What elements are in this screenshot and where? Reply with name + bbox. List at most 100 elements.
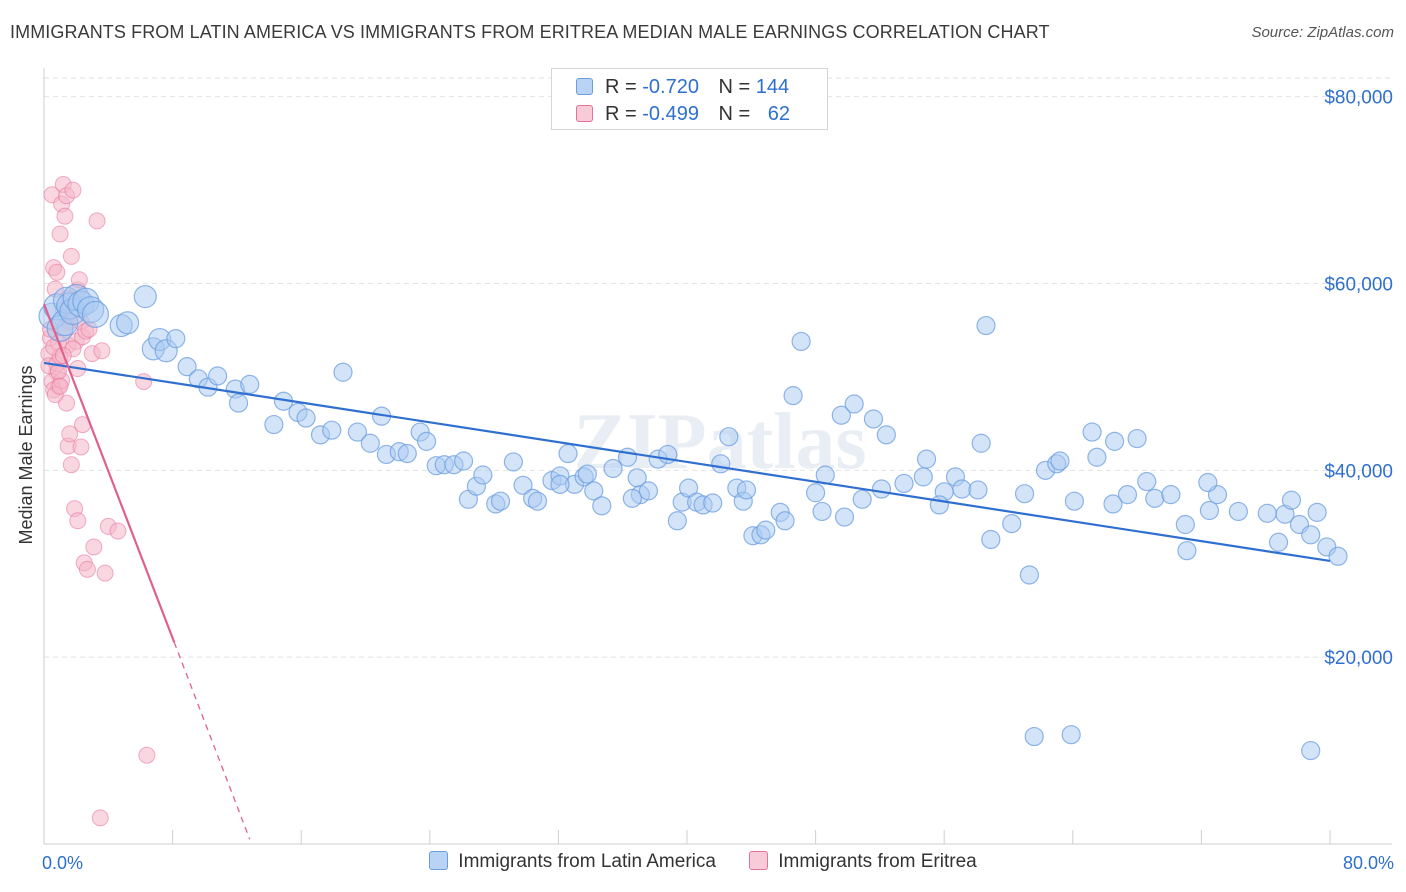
data-point-latin-america [453, 451, 474, 471]
data-point-latin-america [115, 311, 140, 335]
data-point-latin-america [812, 501, 832, 522]
data-point-latin-america [1014, 484, 1035, 504]
data-point-latin-america [913, 467, 933, 487]
data-point-latin-america [1268, 532, 1289, 552]
data-point-latin-america [1061, 725, 1081, 745]
data-point-latin-america [638, 481, 659, 501]
data-point-latin-america [871, 479, 892, 499]
data-point-eritrea [91, 809, 109, 827]
data-point-latin-america [1137, 471, 1157, 492]
data-point-latin-america [347, 422, 368, 442]
data-point-latin-america [603, 458, 623, 479]
data-point-latin-america [805, 483, 826, 503]
data-point-latin-america [876, 425, 896, 445]
trend-line-eritrea [42, 303, 176, 643]
data-point-latin-america [527, 491, 548, 511]
data-point-latin-america [916, 449, 937, 469]
r-value-eritrea: -0.499 [642, 103, 699, 125]
data-point-latin-america [473, 465, 493, 485]
y-tick-label: $80,000 [1324, 88, 1393, 109]
trend-line-eritrea-extension [173, 641, 251, 840]
data-point-latin-america [584, 481, 604, 501]
data-point-latin-america [1117, 485, 1138, 505]
data-point-latin-america [360, 433, 380, 453]
r-label: R = [605, 103, 637, 125]
data-point-latin-america [81, 300, 110, 328]
n-value-eritrea: 62 [767, 103, 791, 125]
x-tick-label-max: 80.0% [1342, 853, 1394, 873]
data-point-eritrea [135, 373, 153, 391]
data-point-latin-america [550, 474, 570, 494]
data-point-latin-america [852, 489, 872, 509]
data-point-latin-america [1145, 488, 1165, 508]
data-point-eritrea [96, 564, 114, 582]
data-point-eritrea [88, 212, 106, 230]
correlation-legend: R = -0.720 N = 144 R = -0.499 N = 62 [551, 68, 828, 130]
data-point-latin-america [1087, 447, 1107, 467]
data-point-latin-america [981, 529, 1001, 550]
data-point-latin-america [1104, 431, 1125, 451]
data-point-eritrea [61, 425, 79, 443]
legend-swatch-eritrea [749, 851, 769, 870]
data-point-latin-america [1307, 502, 1327, 522]
n-label: N = [718, 76, 751, 98]
data-point-latin-america [1050, 451, 1070, 471]
data-point-eritrea [62, 247, 80, 265]
data-point-latin-america [1019, 565, 1039, 585]
data-point-latin-america [490, 491, 511, 511]
legend-swatch-latin-america [576, 78, 593, 95]
x-tick-label-min: 0.0% [42, 853, 84, 873]
series-legend: Immigrants from Latin America Immigrants… [0, 851, 1406, 873]
data-point-eritrea [51, 377, 69, 395]
y-tick-label: $20,000 [1324, 648, 1393, 669]
data-point-latin-america [894, 473, 914, 494]
data-point-latin-america [1064, 491, 1085, 511]
data-point-latin-america [844, 394, 864, 414]
n-value-latin-america: 144 [755, 76, 790, 98]
data-point-latin-america [831, 405, 851, 425]
data-point-latin-america [208, 366, 228, 386]
grid [44, 77, 1392, 658]
data-point-latin-america [783, 386, 803, 406]
n-label: N = [718, 103, 751, 125]
data-point-latin-america [756, 520, 776, 540]
data-point-eritrea [62, 456, 80, 474]
data-point-latin-america [240, 374, 260, 394]
data-point-latin-america [1328, 546, 1348, 566]
data-point-latin-america [952, 479, 972, 499]
data-point-latin-america [133, 284, 157, 309]
data-point-eritrea [72, 438, 90, 456]
data-point-latin-america [667, 511, 687, 531]
data-point-eritrea [56, 207, 74, 225]
legend-swatch-eritrea [576, 105, 593, 122]
series-latin-america [38, 283, 1348, 761]
y-tick-label: $60,000 [1324, 275, 1393, 296]
data-point-latin-america [1301, 525, 1321, 545]
data-point-latin-america [863, 409, 884, 429]
y-tick-labels: $20,000 $40,000 $60,000 $80,000 [1324, 88, 1393, 669]
data-point-latin-america [719, 427, 739, 447]
data-point-eritrea [51, 225, 69, 243]
data-point-latin-america [622, 488, 642, 508]
y-tick-label: $40,000 [1324, 461, 1393, 482]
data-point-latin-america [228, 393, 249, 413]
legend-item-eritrea: Immigrants from Eritrea [749, 851, 977, 873]
legend-row-latin-america: R = -0.720 N = 144 [576, 76, 789, 99]
data-point-latin-america [968, 480, 988, 500]
series-eritrea [40, 175, 156, 827]
data-point-latin-america [1281, 490, 1302, 510]
data-point-latin-america [577, 464, 597, 484]
legend-item-latin-america: Immigrants from Latin America [429, 851, 716, 873]
data-point-eritrea [138, 746, 156, 764]
data-point-eritrea [48, 263, 66, 281]
data-point-eritrea [78, 560, 96, 578]
data-point-latin-america [1228, 501, 1248, 522]
data-point-latin-america [513, 475, 533, 495]
r-value-latin-america: -0.720 [642, 76, 699, 98]
data-point-latin-america [929, 495, 949, 515]
data-point-latin-america [1103, 494, 1123, 514]
data-point-latin-america [736, 480, 757, 500]
source-label: Source: ZipAtlas.com [1251, 24, 1394, 41]
data-point-latin-america [775, 511, 795, 531]
trend-line-latin-america [43, 361, 1331, 563]
